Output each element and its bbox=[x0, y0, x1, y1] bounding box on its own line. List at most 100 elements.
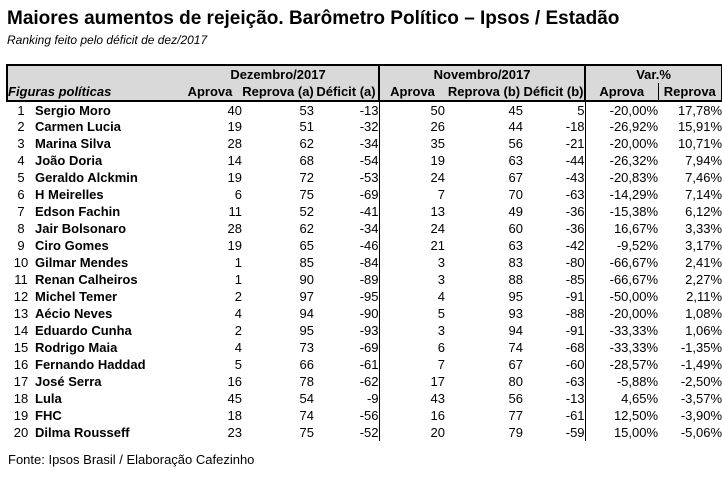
value-cell: 56 bbox=[508, 391, 524, 406]
name-cell: Geraldo Alckmin bbox=[35, 170, 138, 185]
value-cell: 10,71% bbox=[677, 136, 722, 151]
name-cell: Gilmar Mendes bbox=[35, 255, 129, 270]
value-cell: 28 bbox=[227, 221, 242, 236]
table-row: 14 Eduardo Cunha 2 95 -93 3 94 -91 -33,33% 1,06% bbox=[7, 322, 722, 339]
value-cell: -20,00% bbox=[609, 306, 659, 321]
value-cell: 26 bbox=[430, 119, 446, 134]
name-cell: Fernando Haddad bbox=[35, 357, 146, 372]
value-cell: -69 bbox=[314, 186, 380, 203]
table-body: 1 Sergio Moro 40 53 -13 50 45 5 -20,00% 17,78% 2 Ca… bbox=[7, 101, 722, 441]
page: Maiores aumentos de rejeição. Barômetro … bbox=[6, 8, 722, 467]
value-cell: 45 bbox=[227, 391, 242, 406]
value-cell: -91 bbox=[523, 322, 586, 339]
rank-cell: 16 bbox=[13, 357, 29, 372]
page-subtitle: Ranking feito pelo déficit de dez/2017 bbox=[7, 33, 208, 47]
column-header-dez-aprova: Aprova bbox=[178, 83, 242, 102]
value-cell: -21 bbox=[523, 135, 586, 152]
value-cell: 16 bbox=[430, 408, 446, 423]
value-cell: -80 bbox=[523, 254, 586, 271]
rank-cell: 17 bbox=[13, 374, 29, 389]
value-cell: -84 bbox=[314, 254, 380, 271]
value-cell: 2,11% bbox=[686, 289, 722, 304]
name-cell: Carmen Lucia bbox=[35, 119, 121, 134]
group-header-dezembro: Dezembro/2017 bbox=[178, 64, 381, 83]
value-cell: -3,57% bbox=[680, 391, 722, 406]
table-row: 2 Carmen Lucia 19 51 -32 26 44 -18 -26,92% 15,91% bbox=[7, 118, 722, 135]
value-cell: -62 bbox=[314, 373, 380, 390]
name-cell: Ciro Gomes bbox=[35, 238, 109, 253]
page-title: Maiores aumentos de rejeição. Barômetro … bbox=[7, 8, 620, 29]
value-cell: 24 bbox=[430, 221, 446, 236]
value-cell: -61 bbox=[523, 407, 586, 424]
value-cell: 13 bbox=[430, 204, 446, 219]
value-cell: 11 bbox=[228, 204, 243, 219]
table-row: 20 Dilma Rousseff 23 75 -52 20 79 -59 15,00% -5,0… bbox=[7, 424, 722, 441]
name-cell: Renan Calheiros bbox=[35, 272, 138, 287]
table-row: 11 Renan Calheiros 1 90 -89 3 88 -85 -66,67% 2,27… bbox=[7, 271, 722, 288]
value-cell: 18 bbox=[227, 408, 242, 423]
value-cell: -33,33% bbox=[609, 323, 659, 338]
rank-cell: 19 bbox=[13, 408, 29, 423]
rank-cell: 5 bbox=[17, 170, 25, 185]
value-cell: -63 bbox=[523, 373, 586, 390]
value-cell: 44 bbox=[508, 119, 524, 134]
value-cell: 3 bbox=[437, 272, 446, 287]
value-cell: 12,50% bbox=[613, 408, 659, 423]
value-cell: -28,57% bbox=[609, 357, 659, 372]
table-row: 13 Aécio Neves 4 94 -90 5 93 -88 -20,00% 1,08% bbox=[7, 305, 722, 322]
value-cell: 24 bbox=[430, 170, 446, 185]
value-cell: 67 bbox=[508, 170, 524, 185]
value-cell: -95 bbox=[314, 288, 380, 305]
value-cell: 62 bbox=[299, 221, 314, 236]
table-row: 8 Jair Bolsonaro 28 62 -34 24 60 -36 16,67% 3,33% bbox=[7, 220, 722, 237]
value-cell: 74 bbox=[508, 340, 524, 355]
value-cell: -90 bbox=[314, 305, 380, 322]
value-cell: 1,06% bbox=[685, 323, 722, 338]
name-cell: Aécio Neves bbox=[35, 306, 113, 321]
group-header-row: Dezembro/2017 Novembro/2017 Var.% bbox=[6, 64, 722, 83]
value-cell: -52 bbox=[314, 424, 380, 441]
group-header-var: Var.% bbox=[585, 64, 722, 83]
value-cell: 7,94% bbox=[685, 153, 722, 168]
value-cell: 6 bbox=[234, 187, 242, 202]
value-cell: 6 bbox=[437, 340, 446, 355]
value-cell: 83 bbox=[508, 255, 524, 270]
rank-cell: 15 bbox=[13, 340, 29, 355]
name-cell: Lula bbox=[35, 391, 62, 406]
value-cell: -85 bbox=[523, 271, 586, 288]
value-cell: 63 bbox=[508, 153, 524, 168]
value-cell: -18 bbox=[523, 118, 586, 135]
value-cell: 23 bbox=[227, 425, 242, 440]
column-header-row: Figuras políticas Aprova Reprova (a) Déf… bbox=[6, 83, 722, 102]
value-cell: -26,92% bbox=[609, 119, 659, 134]
value-cell: 3,33% bbox=[685, 221, 722, 236]
rank-cell: 4 bbox=[17, 153, 25, 168]
value-cell: 85 bbox=[299, 255, 314, 270]
value-cell: -50,00% bbox=[609, 289, 659, 304]
column-header-nov-deficit: Déficit (b) bbox=[523, 83, 587, 102]
value-cell: -36 bbox=[523, 203, 586, 220]
value-cell: -1,49% bbox=[680, 357, 722, 372]
rank-cell: 9 bbox=[17, 238, 25, 253]
value-cell: 5 bbox=[437, 306, 446, 321]
value-cell: 2 bbox=[234, 323, 242, 338]
rank-cell: 6 bbox=[17, 187, 25, 202]
value-cell: 3,17% bbox=[685, 238, 722, 253]
column-header-var-reprova: Reprova bbox=[658, 83, 722, 102]
table-row: 4 João Doria 14 68 -54 19 63 -44 -26,32% 7,94% bbox=[7, 152, 722, 169]
value-cell: -34 bbox=[314, 135, 380, 152]
value-cell: -91 bbox=[523, 288, 586, 305]
value-cell: -3,90% bbox=[680, 408, 722, 423]
source-note: Fonte: Ipsos Brasil / Elaboração Cafezin… bbox=[8, 452, 255, 467]
value-cell: 5 bbox=[523, 101, 586, 118]
table-row: 10 Gilmar Mendes 1 85 -84 3 83 -80 -66,67% 2,41% bbox=[7, 254, 722, 271]
value-cell: 4 bbox=[437, 289, 446, 304]
value-cell: 7 bbox=[437, 357, 446, 372]
value-cell: -93 bbox=[314, 322, 380, 339]
value-cell: 66 bbox=[299, 357, 314, 372]
name-cell: Sergio Moro bbox=[35, 102, 111, 118]
value-cell: -5,88% bbox=[616, 374, 659, 389]
table-row: 6 H Meirelles 6 75 -69 7 70 -63 -14,29% 7,14% bbox=[7, 186, 722, 203]
value-cell: -20,00% bbox=[609, 102, 659, 118]
value-cell: 14 bbox=[227, 153, 242, 168]
